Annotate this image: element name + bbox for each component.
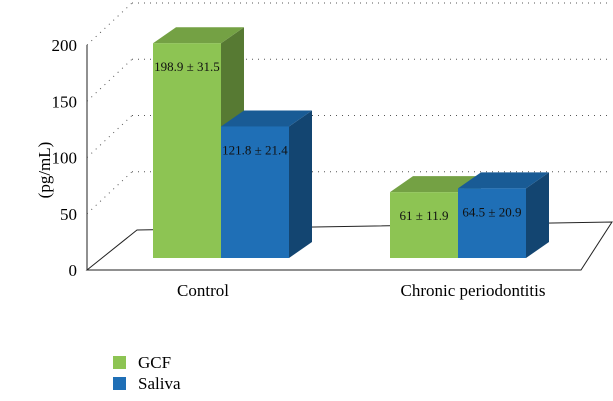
data-label-saliva-control: 121.8 ± 21.4 [222, 142, 288, 157]
y-axis-title: (pg/mL) [35, 142, 54, 199]
y-tick-100: 100 [52, 149, 78, 168]
bar-top-saliva-chronic-periodontitis [458, 172, 549, 189]
bar-saliva-chronic-periodontitis [458, 188, 526, 258]
bar-gcf-chronic-periodontitis [390, 192, 458, 258]
gridline-slant-50 [86, 171, 133, 215]
y-tick-labels: 0 50 100 150 200 [52, 36, 78, 280]
y-tick-0: 0 [69, 261, 78, 280]
bar-saliva-control [221, 126, 289, 259]
category-label-control: Control [177, 281, 229, 300]
legend-item-gcf: GCF [113, 352, 181, 373]
bar-side-saliva-chronic-periodontitis [526, 172, 549, 258]
data-labels: 198.9 ± 31.5 121.8 ± 21.4 61 ± 11.9 64.5 ± … [154, 59, 521, 223]
bar-top-gcf-chronic-periodontitis [390, 176, 481, 193]
gridlines [86, 2, 612, 215]
legend-label-saliva: Saliva [138, 373, 181, 393]
chart-floor [85, 221, 613, 271]
bar-gcf-control [153, 43, 221, 258]
gridline-slant-150 [86, 58, 133, 102]
data-label-saliva-chronic-periodontitis: 64.5 ± 20.9 [462, 204, 521, 219]
category-labels: Control Chronic periodontitis [177, 281, 545, 300]
floor-plane [85, 221, 613, 271]
legend-swatch-gcf [113, 356, 126, 369]
legend-item-saliva: Saliva [113, 373, 181, 394]
category-label-chronic-periodontitis: Chronic periodontitis [401, 281, 546, 300]
legend-swatch-saliva [113, 377, 126, 390]
y-tick-200: 200 [52, 36, 78, 55]
y-tick-150: 150 [52, 92, 78, 111]
y-tick-50: 50 [60, 205, 77, 224]
legend-label-gcf: GCF [138, 352, 172, 372]
bar-side-saliva-control [289, 110, 312, 259]
bars [153, 27, 549, 259]
data-label-gcf-control: 198.9 ± 31.5 [154, 59, 220, 74]
gridline-slant-200 [86, 2, 133, 46]
gridline-slant-100 [86, 115, 133, 158]
legend: GCF Saliva [113, 352, 181, 394]
data-label-gcf-chronic-periodontitis: 61 ± 11.9 [400, 208, 449, 223]
bar-top-saliva-control [221, 110, 312, 127]
bar-top-gcf-control [153, 27, 244, 44]
